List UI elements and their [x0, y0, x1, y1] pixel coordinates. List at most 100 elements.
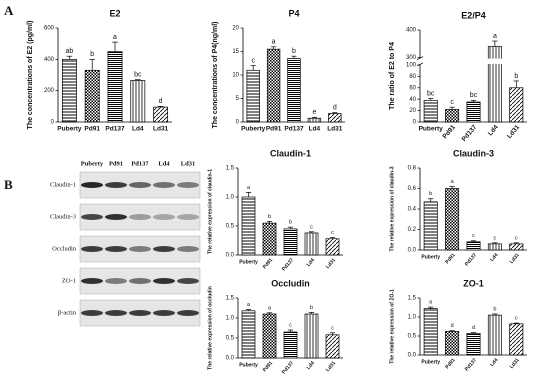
bar — [304, 313, 319, 359]
y-tick-label: 0.5 — [226, 336, 235, 342]
x-tick-label: Ld31 — [325, 360, 337, 373]
bar — [423, 99, 438, 123]
bar — [325, 238, 340, 256]
x-tick-label: Pd91 — [444, 357, 456, 370]
significance-letter: a — [247, 185, 251, 191]
blot-column-label: Pd91 — [109, 160, 123, 167]
blot-band — [81, 214, 103, 220]
y-tick-label: 0.0 — [226, 356, 235, 362]
x-tick-label: Ld4 — [306, 360, 316, 371]
y-tick-label: 0.0 — [408, 353, 417, 359]
y-tick-label: 0.2 — [408, 227, 417, 233]
y-axis-label: The relative expression of occludin — [207, 286, 213, 370]
bar — [84, 69, 100, 123]
bar — [509, 243, 524, 251]
significance-letter: c — [251, 57, 255, 64]
significance-letter: d — [472, 325, 475, 331]
significance-letter: e — [312, 109, 316, 116]
y-tick-label: 1.0 — [408, 315, 417, 321]
significance-letter: c — [331, 230, 334, 236]
significance-letter: a — [247, 302, 251, 308]
x-tick-label: Pd137 — [461, 124, 479, 143]
blot-band — [105, 278, 127, 284]
x-tick-label: Ld4 — [489, 252, 499, 263]
blot-row-label: Occludin — [52, 245, 77, 252]
x-tick-label: Pd91 — [262, 360, 274, 373]
chart-title: Occludin — [271, 278, 310, 288]
x-tick-label: Pd137 — [284, 126, 304, 133]
bar — [266, 48, 281, 123]
x-tick-label: Pd91 — [444, 252, 456, 265]
significance-letter: c — [289, 322, 292, 328]
bar — [487, 46, 502, 123]
axis-break-mark — [416, 62, 424, 67]
blot-row-label: Claudin-1 — [50, 181, 76, 188]
significance-letter: b — [268, 214, 271, 220]
x-tick-label: Ld4 — [489, 357, 499, 368]
x-tick-label: Pd91 — [84, 126, 100, 133]
y-tick-label: 0 — [51, 120, 55, 126]
blot-band — [153, 278, 175, 284]
significance-letter: d — [333, 104, 337, 111]
blot-band — [81, 246, 103, 252]
significance-letter: c — [472, 233, 475, 239]
significance-letter: bc — [134, 72, 142, 79]
blot-band — [105, 310, 127, 316]
y-tick-label: 1.0 — [226, 316, 235, 322]
significance-letter: b — [429, 191, 432, 197]
y-tick-label: 1.0 — [226, 195, 235, 201]
blot-row-label: Claudin-3 — [50, 213, 76, 220]
blot-band — [153, 310, 175, 316]
bar — [509, 87, 524, 123]
y-tick-label: 1.5 — [408, 296, 417, 302]
bar — [262, 222, 277, 256]
bar — [487, 243, 502, 251]
significance-letter: b — [493, 306, 496, 312]
panel-label: B — [4, 177, 13, 192]
x-tick-label: Pd137 — [464, 357, 478, 372]
significance-letter: c — [450, 99, 454, 106]
significance-letter: b — [90, 51, 94, 58]
significance-letter: bc — [427, 90, 435, 97]
y-tick-label: 200 — [44, 88, 55, 94]
x-tick-label: Puberty — [419, 126, 444, 133]
significance-letter: b — [292, 48, 296, 55]
bar — [153, 106, 169, 123]
y-axis-label: The concentrations of P4(ng/ml) — [212, 22, 219, 129]
y-tick-label: 400 — [406, 28, 417, 34]
significance-letter: c — [331, 325, 334, 331]
y-tick-label: 0 — [413, 120, 417, 126]
bar — [445, 331, 460, 356]
significance-letter: a — [113, 34, 117, 41]
blot-column-label: Ld4 — [158, 160, 170, 167]
bar — [107, 51, 123, 123]
bar — [423, 308, 438, 356]
x-tick-label: Ld31 — [327, 126, 343, 133]
y-tick-label: 20 — [409, 108, 416, 114]
x-tick-label: Puberty — [239, 259, 258, 265]
blot-band — [177, 214, 199, 220]
bar — [283, 228, 298, 256]
blot-row-label: β-actin — [58, 309, 77, 316]
y-tick-label: 0.4 — [408, 207, 417, 213]
chart-title: P4 — [288, 8, 299, 18]
x-tick-label: Ld4 — [309, 126, 321, 133]
y-tick-label: 0.6 — [408, 186, 417, 192]
chart-title: E2 — [109, 8, 120, 18]
significance-letter: c — [310, 224, 313, 230]
x-tick-label: Puberty — [421, 254, 440, 260]
significance-letter: c — [515, 316, 518, 322]
panel-label: A — [4, 3, 14, 18]
blot-band — [105, 214, 127, 220]
axis-break-gap — [418, 58, 422, 64]
bar — [241, 196, 256, 256]
bar — [241, 310, 256, 359]
x-tick-label: Ld31 — [509, 357, 521, 370]
blot-band — [153, 182, 175, 188]
significance-letter: a — [451, 179, 455, 185]
x-tick-label: Ld4 — [306, 257, 316, 268]
y-tick-label: 600 — [44, 26, 55, 32]
significance-letter: b — [289, 220, 292, 226]
blot-column-label: Pd137 — [131, 160, 149, 167]
